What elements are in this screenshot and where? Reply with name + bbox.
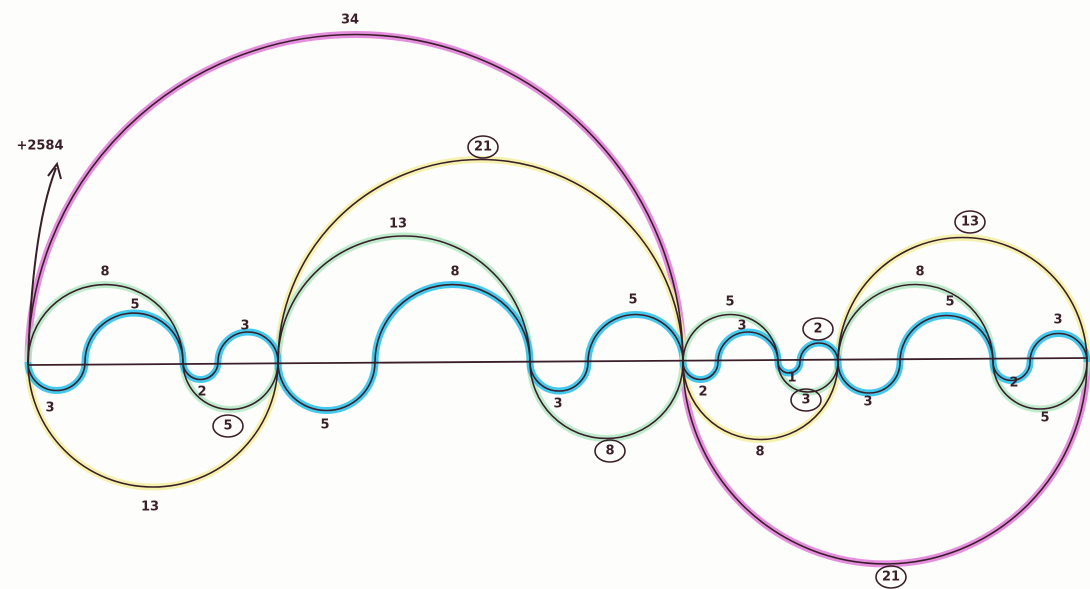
- label: 5: [725, 295, 734, 310]
- label: 2: [197, 385, 206, 400]
- arcs: [27, 33, 1088, 565]
- arc: [682, 361, 1088, 565]
- label: 21: [474, 140, 492, 155]
- label: 5: [223, 419, 232, 434]
- label: 5: [130, 298, 139, 313]
- label: 2: [813, 322, 822, 337]
- label: 3: [737, 319, 746, 334]
- label: 2: [1009, 376, 1018, 391]
- arc-highlight: [371, 281, 534, 363]
- arc: [529, 361, 589, 392]
- label: 8: [100, 265, 109, 280]
- arc: [374, 283, 531, 363]
- label-circle: [594, 439, 626, 463]
- arc: [27, 361, 86, 392]
- label: 1: [787, 371, 796, 386]
- label-circle: [802, 317, 834, 341]
- label: 21: [882, 570, 900, 585]
- annotation: +2584: [16, 139, 63, 154]
- arc: [837, 236, 1088, 363]
- arc: [899, 314, 994, 363]
- arc: [182, 361, 279, 411]
- arc: [27, 361, 279, 488]
- arrow-head: [47, 161, 62, 180]
- arc: [587, 313, 684, 363]
- highlights: [24, 31, 1090, 568]
- arc-highlight: [679, 361, 842, 443]
- arc: [182, 361, 219, 381]
- arc: [717, 331, 779, 363]
- label-circle: [954, 210, 986, 234]
- arc: [682, 313, 779, 363]
- label: 34: [341, 13, 359, 28]
- arc: [992, 361, 1031, 382]
- label-circle: [467, 135, 499, 159]
- arc: [84, 312, 184, 363]
- arc: [682, 361, 719, 381]
- axis-line: [27, 357, 1089, 366]
- label-circle: [212, 414, 244, 438]
- label: 5: [320, 418, 329, 433]
- arc-highlight: [714, 328, 782, 363]
- arc-highlight: [24, 361, 282, 491]
- label: 8: [915, 265, 924, 280]
- arc: [277, 235, 531, 363]
- arc-highlight: [274, 361, 379, 414]
- label: 13: [389, 217, 407, 232]
- arc: [277, 158, 684, 363]
- label: 3: [45, 401, 54, 416]
- arc: [992, 361, 1088, 410]
- arc-highlight: [214, 328, 282, 363]
- label: 8: [450, 265, 459, 280]
- label: 3: [240, 319, 249, 334]
- arc: [277, 361, 376, 412]
- label: 3: [801, 393, 810, 408]
- arc: [799, 342, 839, 363]
- label: 8: [755, 445, 764, 460]
- label: 5: [1040, 411, 1049, 426]
- label-circle: [790, 388, 822, 412]
- label-circle: [875, 565, 907, 589]
- arc: [27, 283, 184, 363]
- arc-highlight: [584, 311, 687, 363]
- arc-highlight: [526, 361, 592, 395]
- arc-highlight: [989, 361, 1090, 413]
- arc: [217, 331, 279, 363]
- arc-highlight: [834, 361, 904, 397]
- label: 2: [698, 385, 707, 400]
- arc: [777, 361, 801, 374]
- label: 13: [141, 500, 159, 515]
- arc: [837, 283, 994, 363]
- label: 13: [961, 215, 979, 230]
- arc: [1029, 332, 1088, 363]
- arc: [27, 33, 684, 363]
- label: 3: [1053, 313, 1062, 328]
- label: 3: [863, 395, 872, 410]
- arc-highlight: [679, 361, 722, 383]
- arc-highlight: [24, 361, 89, 394]
- arc: [837, 361, 901, 394]
- arc: [682, 361, 839, 441]
- arrow: [27, 167, 57, 366]
- label: 5: [945, 295, 954, 310]
- label: 3: [553, 397, 562, 412]
- label: 8: [605, 444, 614, 459]
- arc: [777, 361, 839, 393]
- label: 5: [628, 293, 637, 308]
- arc: [529, 361, 684, 440]
